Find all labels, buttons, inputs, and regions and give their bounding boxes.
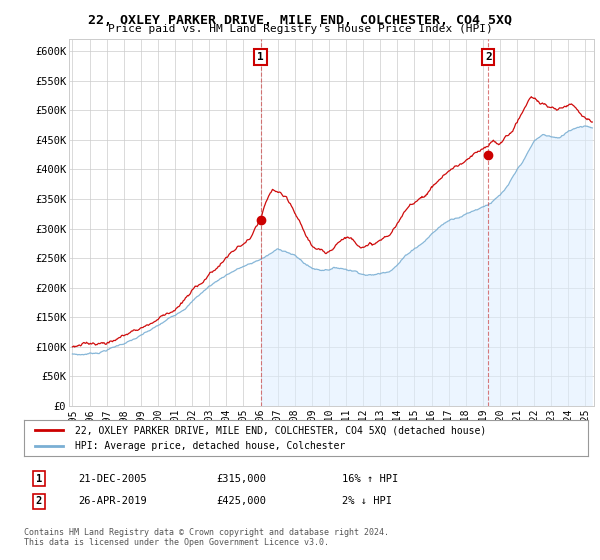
Text: £315,000: £315,000 [216, 474, 266, 484]
Text: Contains HM Land Registry data © Crown copyright and database right 2024.
This d: Contains HM Land Registry data © Crown c… [24, 528, 389, 547]
Text: 22, OXLEY PARKER DRIVE, MILE END, COLCHESTER, CO4 5XQ: 22, OXLEY PARKER DRIVE, MILE END, COLCHE… [88, 14, 512, 27]
Text: 16% ↑ HPI: 16% ↑ HPI [342, 474, 398, 484]
Text: 26-APR-2019: 26-APR-2019 [78, 496, 147, 506]
Text: 22, OXLEY PARKER DRIVE, MILE END, COLCHESTER, CO4 5XQ (detached house): 22, OXLEY PARKER DRIVE, MILE END, COLCHE… [75, 425, 486, 435]
Text: HPI: Average price, detached house, Colchester: HPI: Average price, detached house, Colc… [75, 441, 345, 451]
Text: 21-DEC-2005: 21-DEC-2005 [78, 474, 147, 484]
Text: Price paid vs. HM Land Registry's House Price Index (HPI): Price paid vs. HM Land Registry's House … [107, 24, 493, 34]
Text: 2% ↓ HPI: 2% ↓ HPI [342, 496, 392, 506]
Text: 1: 1 [257, 52, 264, 62]
Text: 2: 2 [485, 52, 491, 62]
Text: 1: 1 [36, 474, 42, 484]
Text: £425,000: £425,000 [216, 496, 266, 506]
Text: 2: 2 [36, 496, 42, 506]
